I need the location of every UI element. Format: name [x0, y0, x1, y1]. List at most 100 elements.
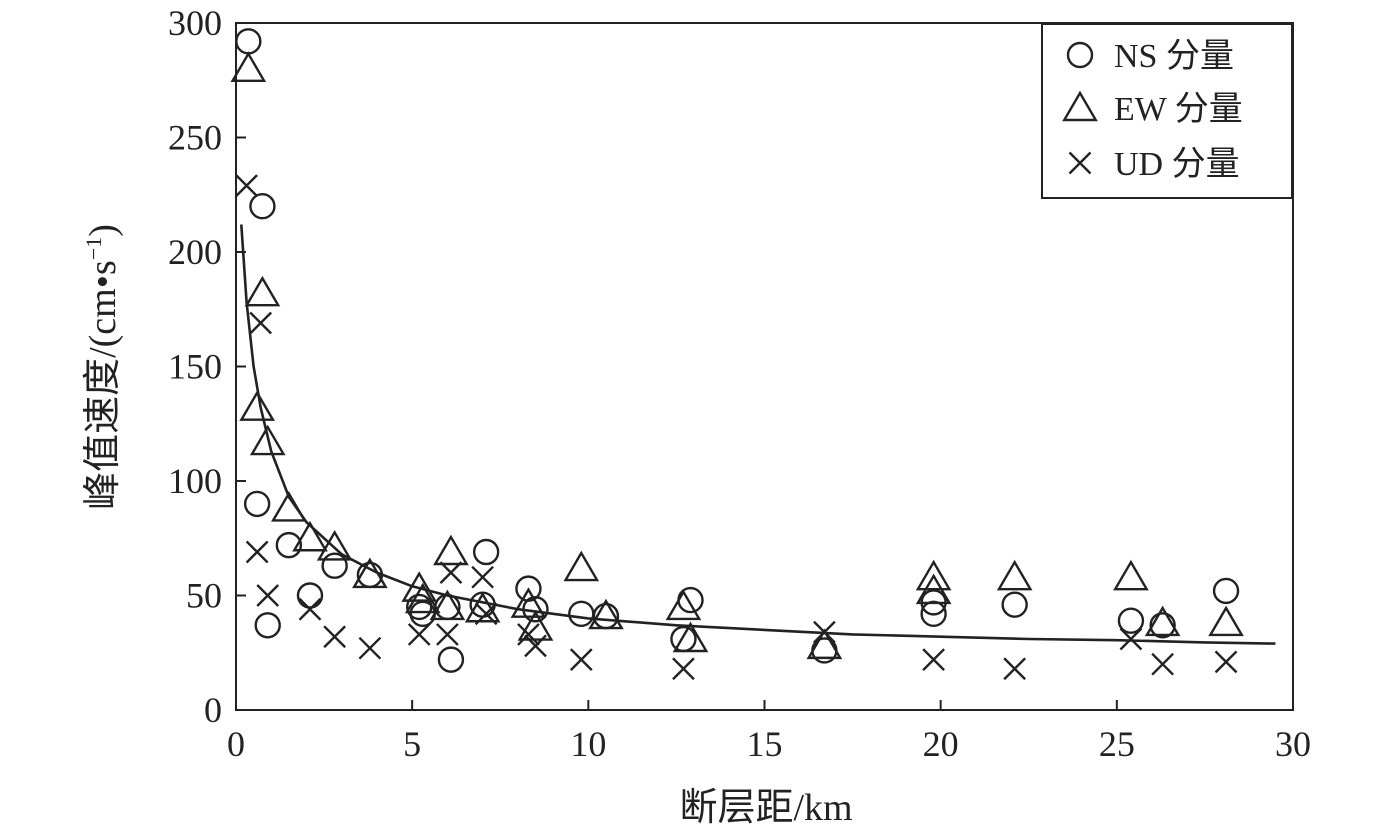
y-axis-title-close: ) [82, 224, 124, 237]
data-point-circle [1001, 591, 1028, 618]
data-point-triangle [510, 587, 547, 618]
data-point-triangle [672, 621, 709, 653]
y-tick-label: 100 [168, 461, 222, 501]
data-point-circle [243, 490, 271, 518]
data-point-circle [275, 531, 303, 559]
y-axis-title-sup: −1 [81, 237, 106, 260]
legend-label: UD 分量 [1114, 146, 1240, 183]
data-point-cross [922, 648, 945, 671]
data-point-circle [568, 600, 595, 628]
y-tick-label: 150 [168, 347, 222, 387]
data-point-cross [1151, 652, 1174, 676]
x-tick-label: 0 [227, 724, 245, 764]
data-point-cross [436, 623, 459, 646]
data-point-circle [321, 552, 348, 579]
data-point-circle [522, 596, 549, 623]
data-point-triangle [1113, 559, 1149, 591]
x-tick-label: 25 [1099, 724, 1135, 764]
legend-label: EW 分量 [1114, 91, 1243, 128]
data-point-triangle [429, 589, 466, 621]
series-triangle [230, 51, 1244, 660]
data-point-cross [256, 584, 280, 607]
data-point-triangle [271, 491, 307, 522]
data-point-triangle [464, 591, 501, 623]
data-point-triangle [433, 534, 469, 566]
data-point-circle [296, 582, 324, 609]
y-axis-title: 峰值速度/(cm•s−1) [81, 224, 124, 510]
data-point-circle [437, 646, 465, 673]
data-point-cross [249, 311, 273, 335]
legend-marker-circle [1066, 41, 1094, 69]
data-point-cross [323, 625, 347, 649]
data-point-triangle [588, 598, 624, 630]
data-point-cross [407, 623, 431, 646]
data-point-triangle [292, 520, 328, 552]
y-tick-label: 50 [186, 576, 222, 616]
data-points [230, 28, 1244, 681]
legend-label: NS 分量 [1114, 38, 1234, 75]
data-point-cross [524, 634, 547, 658]
data-point-cross [517, 623, 540, 646]
data-point-cross [235, 174, 258, 197]
legend-box [1041, 23, 1293, 199]
data-point-circle [677, 586, 704, 614]
x-axis-title: 断层距/km [679, 787, 852, 829]
y-axis-title-s: s [82, 260, 124, 275]
data-point-circle [1212, 577, 1240, 605]
x-tick-label: 5 [403, 724, 421, 764]
data-point-triangle [915, 559, 952, 591]
series-cross [235, 174, 1238, 681]
data-point-cross [245, 540, 269, 564]
x-tick-label: 10 [570, 724, 606, 764]
data-point-circle [249, 192, 276, 220]
data-point-circle [1117, 607, 1145, 634]
data-point-circle [409, 600, 436, 628]
data-point-cross [1119, 627, 1143, 651]
data-point-triangle [239, 390, 275, 421]
data-point-triangle [563, 550, 600, 582]
data-point-triangle [1208, 605, 1244, 637]
data-point-circle [235, 28, 262, 55]
data-point-triangle [316, 530, 353, 561]
legend: NS 分量 EW 分量 UD 分量 [1041, 23, 1293, 199]
legend-marker-cross [1068, 151, 1092, 175]
legend-marker-triangle [1062, 90, 1098, 122]
data-point-triangle [806, 628, 843, 660]
data-point-cross [358, 636, 382, 660]
y-tick-label: 250 [168, 118, 222, 158]
y-tick-label: 0 [204, 690, 222, 730]
data-point-triangle [915, 573, 952, 605]
x-tick-label: 30 [1275, 724, 1311, 764]
data-point-cross [1214, 650, 1238, 674]
data-point-triangle [401, 571, 438, 602]
data-point-cross [439, 561, 463, 584]
data-point-circle [254, 612, 281, 639]
y-tick-label: 300 [168, 3, 222, 43]
y-axis-title-main: 峰值速度/(cm [82, 288, 124, 510]
data-point-cross [569, 648, 593, 671]
data-point-cross [298, 597, 322, 621]
data-point-triangle [996, 559, 1033, 591]
data-point-cross [813, 620, 836, 644]
x-tick-label: 20 [923, 724, 959, 764]
data-point-cross [1003, 657, 1027, 681]
data-point-triangle [665, 589, 702, 621]
data-point-cross [471, 565, 494, 589]
data-point-triangle [352, 557, 388, 589]
data-point-cross [672, 657, 695, 681]
data-point-circle [1149, 612, 1176, 639]
data-point-circle [472, 538, 500, 566]
data-point-triangle [249, 424, 286, 456]
y-axis-title-dot: • [82, 275, 124, 288]
x-tick-label: 15 [747, 724, 783, 764]
y-tick-label: 200 [168, 232, 222, 272]
data-point-triangle [244, 275, 281, 307]
data-point-cross [474, 602, 498, 626]
data-point-triangle [404, 582, 441, 614]
data-point-triangle [230, 51, 267, 83]
data-point-triangle [517, 610, 554, 641]
data-point-circle [670, 625, 697, 653]
data-point-triangle [1144, 605, 1181, 637]
